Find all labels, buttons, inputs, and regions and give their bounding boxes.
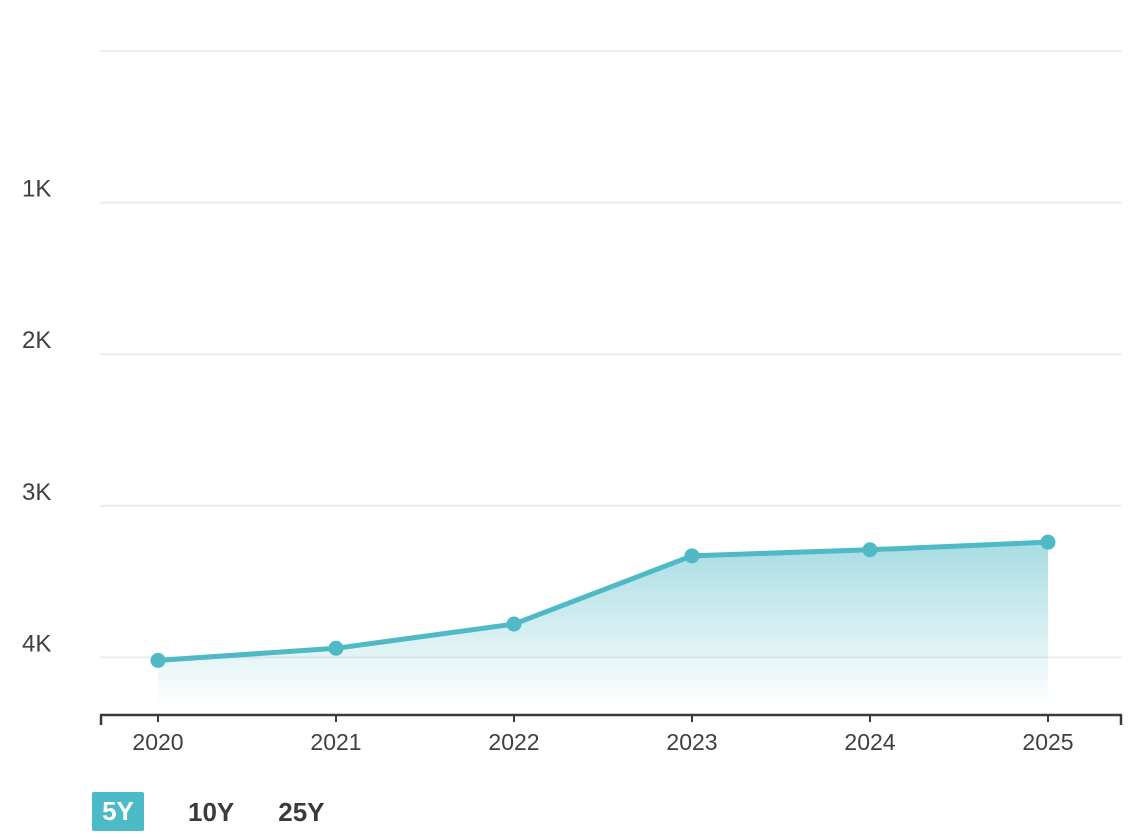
- rank-trend-chart: 1K 2K 3K 4K 2020 2021 2022 2023 2024 2025: [22, 50, 1123, 755]
- data-point-2022[interactable]: [506, 616, 522, 632]
- trend-line: [155, 539, 1051, 663]
- data-point-2025[interactable]: [1040, 534, 1056, 550]
- y-axis-label: 2K: [22, 327, 51, 354]
- x-axis-label: 2023: [666, 729, 717, 755]
- x-axis-label: 2025: [1022, 729, 1073, 755]
- x-axis-label: 2022: [488, 729, 539, 755]
- chart-canvas: 1K 2K 3K 4K 2020 2021 2022 2023 2024 2025: [22, 50, 1123, 755]
- x-axis-label: 2021: [310, 729, 361, 755]
- data-point-2024[interactable]: [862, 542, 878, 558]
- y-axis-label: 1K: [22, 176, 51, 203]
- y-axis-label: 3K: [22, 479, 51, 506]
- data-point-2020[interactable]: [150, 652, 166, 668]
- y-axis-label: 4K: [22, 630, 51, 657]
- area-fill: [158, 542, 1048, 715]
- range-button-5y[interactable]: 5Y: [92, 792, 144, 831]
- x-axis-label: 2020: [132, 729, 183, 755]
- range-button-10y[interactable]: 10Y: [188, 793, 234, 831]
- range-selector: 5Y 10Y 25Y: [92, 792, 325, 831]
- x-axis-label: 2024: [844, 729, 895, 755]
- data-point-2023[interactable]: [684, 548, 700, 564]
- data-point-2021[interactable]: [328, 640, 344, 656]
- range-button-25y[interactable]: 25Y: [278, 793, 324, 831]
